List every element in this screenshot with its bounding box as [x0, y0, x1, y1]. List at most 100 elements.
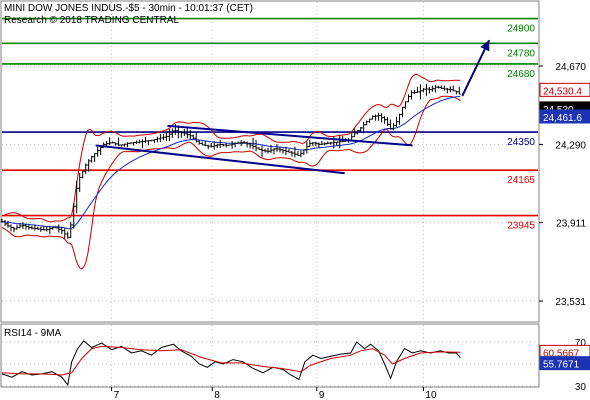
ohlc-bar [308, 140, 312, 147]
ohlc-bar [430, 85, 434, 92]
ohlc-bar [60, 226, 64, 235]
ohlc-bar [66, 231, 70, 239]
ohlc-bar [448, 86, 452, 93]
ohlc-bar [24, 223, 28, 230]
ohlc-bar [403, 101, 407, 110]
forecast-arrow-head [480, 40, 490, 52]
ohlc-bar [287, 148, 291, 153]
ohlc-bar [320, 140, 324, 146]
ohlc-bar [284, 146, 288, 155]
chart-subtitle: Research © 2018 TRADING CENTRAL [4, 15, 179, 26]
ohlc-bar [392, 122, 396, 131]
ohlc-bar [296, 150, 300, 157]
ohlc-bar [415, 86, 419, 93]
ohlc-bar [311, 142, 315, 146]
level-label-23945: 23945 [507, 221, 535, 232]
ohlc-bar [439, 85, 443, 90]
ohlc-bar [111, 141, 115, 144]
level-label-24900: 24900 [507, 24, 535, 35]
ohlc-bar [0, 218, 4, 223]
ohlc-bar [120, 144, 124, 147]
ohlc-bar [401, 106, 405, 118]
ohlc-bar [200, 141, 204, 146]
ohlc-bar [424, 83, 428, 96]
ohlc-bar [93, 153, 97, 162]
ohlc-bar [380, 113, 384, 123]
time-axis-label: 10 [425, 390, 437, 400]
ohlc-bar [6, 220, 10, 228]
ma-value-tag-box [539, 109, 590, 124]
ohlc-bar [221, 143, 225, 147]
ma-line [1, 95, 461, 230]
ohlc-bar [108, 137, 112, 146]
ohlc-bar [218, 139, 222, 148]
ohlc-bar [406, 94, 410, 103]
ohlc-bar [45, 226, 49, 232]
level-label-24350: 24350 [507, 137, 535, 148]
forecast-arrow [461, 39, 491, 97]
grid-lines [2, 2, 538, 387]
ohlc-bar [3, 219, 7, 226]
ohlc-bar [326, 141, 330, 145]
ohlc-bar [266, 147, 270, 154]
price-axis-label: 24,290 [555, 140, 586, 151]
ohlc-bar [114, 142, 118, 146]
ohlc-bar [54, 226, 58, 229]
ohlc-bar [158, 133, 162, 142]
ohlc-bar [21, 222, 25, 229]
ohlc-bar [239, 139, 243, 147]
ohlc-bar [161, 134, 165, 141]
ohlc-bar [242, 140, 246, 144]
ohlc-bar [263, 148, 267, 153]
rsi-panel-title: RSI14 - 9MA [4, 328, 62, 339]
ohlc-bar [149, 139, 153, 142]
ohlc-bar [206, 144, 210, 150]
ohlc-bar [123, 143, 127, 147]
channel-lines [95, 124, 413, 175]
ohlc-bar [374, 114, 378, 121]
level-label-24780: 24780 [507, 48, 535, 59]
ohlc-bar [84, 163, 88, 174]
price-axis-label: 24,670 [555, 62, 586, 73]
ohlc-bar [233, 142, 237, 148]
chart-title: MINI DOW JONES INDUS.-$5 - 30min - 10:01… [4, 3, 253, 14]
ohlc-bar [314, 141, 318, 147]
ohlc-bar [9, 224, 13, 232]
ohlc-bar [338, 134, 342, 149]
ohlc-bar [383, 116, 387, 124]
ohlc-bar [15, 224, 19, 230]
bollinger-bands [1, 73, 461, 270]
ohlc-bar [323, 142, 327, 146]
ohlc-bar [257, 147, 261, 151]
bollinger-lower [1, 95, 461, 270]
ohlc-bar [188, 130, 192, 140]
ohlc-bar [12, 226, 16, 233]
ohlc-bar [260, 145, 264, 157]
ohlc-bar [293, 146, 297, 158]
ohlc-bar [317, 142, 321, 148]
ohlc-bar [18, 223, 22, 229]
ohlc-bar [167, 128, 171, 142]
ma-value-tag-text: 24,461.6 [543, 113, 582, 124]
rsi-lines [1, 340, 461, 387]
ohlc-bar [451, 85, 455, 92]
ohlc-bar [96, 145, 100, 157]
ohlc-bar [69, 221, 73, 238]
rsi-axis-label: 70 [575, 338, 587, 349]
ohlc-bar [126, 142, 130, 148]
ohlc-bar [377, 112, 381, 121]
ohlc-bar [395, 116, 399, 127]
price-axis-label: 23,531 [555, 297, 586, 308]
ohlc-bar [152, 139, 156, 143]
ohlc-bar [63, 228, 67, 239]
ohlc-bar [454, 90, 458, 95]
ohlc-bar [191, 134, 195, 140]
ohlc-bar [203, 140, 207, 147]
ohlc-bar [254, 140, 258, 152]
ohlc-bar [412, 89, 416, 94]
price-panel-frame [0, 0, 540, 323]
rsi-value-tag-box [539, 356, 590, 371]
ohlc-bar [99, 146, 103, 155]
ohlc-bar [129, 142, 133, 144]
ohlc-bar [72, 202, 76, 229]
